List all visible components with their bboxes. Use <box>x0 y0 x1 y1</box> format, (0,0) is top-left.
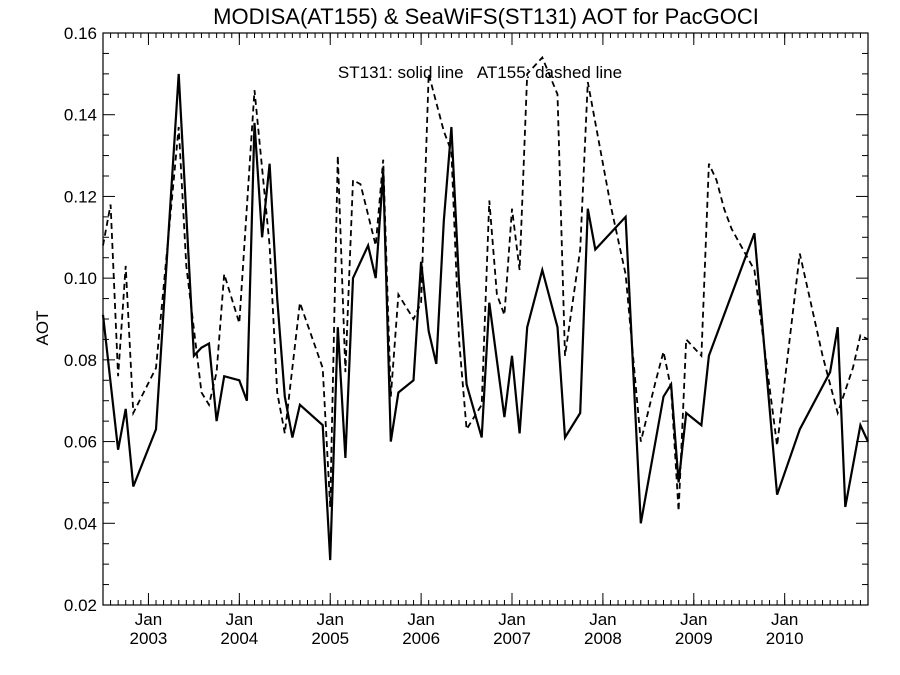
x-tick-year-label: 2007 <box>493 629 531 648</box>
x-tick-month-label: Jan <box>680 610 707 629</box>
axes-group: 0.020.040.060.080.100.120.140.16Jan2003J… <box>64 24 868 648</box>
chart-title: MODISA(AT155) & SeaWiFS(ST131) AOT for P… <box>213 4 759 29</box>
y-tick-label: 0.02 <box>64 596 97 615</box>
y-tick-label: 0.16 <box>64 24 97 43</box>
series-line-st131-solid <box>101 73 869 561</box>
x-tick-month-label: Jan <box>226 610 253 629</box>
x-tick-month-label: Jan <box>135 610 162 629</box>
x-tick-year-label: 2005 <box>311 629 349 648</box>
x-tick-year-label: 2006 <box>402 629 440 648</box>
y-tick-label: 0.06 <box>64 433 97 452</box>
series-line-at155-dashed <box>102 55 869 512</box>
x-tick-year-label: 2008 <box>584 629 622 648</box>
x-tick-month-label: Jan <box>498 610 525 629</box>
series-group <box>101 55 869 561</box>
y-axis-label: AOT <box>33 311 52 346</box>
y-tick-label: 0.04 <box>64 514 97 533</box>
series-legend-annotation: ST131: solid line AT155: dashed line <box>338 63 622 82</box>
y-tick-label: 0.12 <box>64 187 97 206</box>
plot-frame <box>102 32 869 606</box>
x-tick-year-label: 2010 <box>766 629 804 648</box>
x-tick-month-label: Jan <box>771 610 798 629</box>
x-tick-year-label: 2009 <box>675 629 713 648</box>
y-tick-label: 0.14 <box>64 106 97 125</box>
x-tick-month-label: Jan <box>589 610 616 629</box>
y-tick-label: 0.10 <box>64 269 97 288</box>
x-tick-month-label: Jan <box>317 610 344 629</box>
y-tick-label: 0.08 <box>64 351 97 370</box>
x-tick-year-label: 2004 <box>220 629 258 648</box>
x-tick-year-label: 2003 <box>130 629 168 648</box>
x-tick-month-label: Jan <box>407 610 434 629</box>
